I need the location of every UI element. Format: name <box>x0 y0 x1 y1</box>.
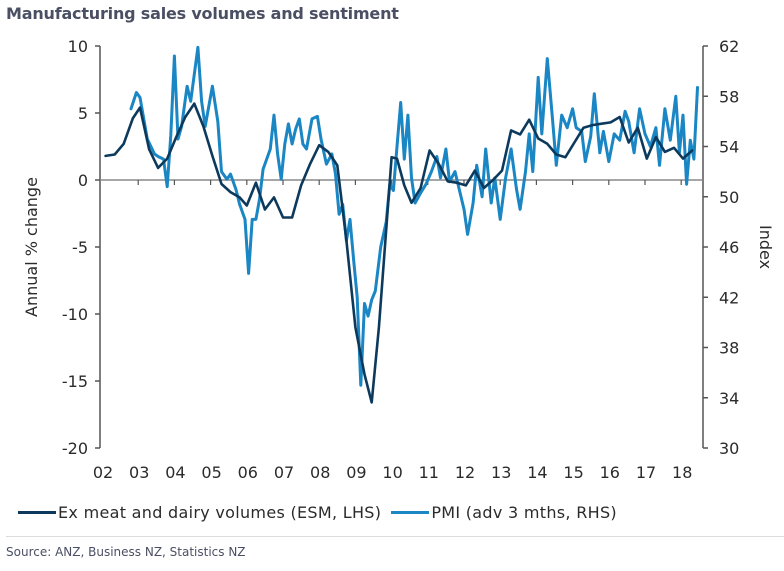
left-tick-label: 0 <box>78 171 88 190</box>
legend-item-pmi: PMI (adv 3 mths, RHS) <box>391 503 617 522</box>
right-tick-label: 46 <box>719 238 739 257</box>
x-tick-label: 14 <box>527 463 547 482</box>
divider <box>6 536 784 537</box>
legend: Ex meat and dairy volumes (ESM, LHS) PMI… <box>18 503 627 522</box>
x-tick-label: 16 <box>600 463 620 482</box>
right-tick-label: 50 <box>719 188 739 207</box>
x-axis: 02 03 04 05 06 07 08 09 10 11 12 13 14 15 16 17 18 <box>93 179 703 482</box>
right-axis: 62 58 54 50 46 42 38 34 30 <box>702 37 739 458</box>
legend-label-esm: Ex meat and dairy volumes (ESM, LHS) <box>58 503 382 522</box>
left-tick-label: -10 <box>62 305 88 324</box>
right-tick-label: 42 <box>719 288 739 307</box>
x-tick-label: 18 <box>672 463 692 482</box>
x-tick-label: 09 <box>346 463 366 482</box>
series-layer <box>104 45 699 404</box>
x-tick-label: 05 <box>201 463 221 482</box>
left-tick-label: -20 <box>62 439 88 458</box>
source-note: Source: ANZ, Business NZ, Statistics NZ <box>6 545 246 559</box>
left-tick-label: -5 <box>72 238 88 257</box>
x-tick-label: 07 <box>274 463 294 482</box>
legend-swatch-esm <box>18 511 56 514</box>
legend-label-pmi: PMI (adv 3 mths, RHS) <box>431 503 617 522</box>
x-tick-label: 03 <box>129 463 149 482</box>
left-axis: 10 5 0 -5 -10 -15 -20 <box>62 37 101 458</box>
legend-swatch-pmi <box>391 511 430 514</box>
right-tick-label: 62 <box>719 37 739 56</box>
x-tick-label: 02 <box>93 463 113 482</box>
right-tick-label: 34 <box>719 389 739 408</box>
y2-axis-title: Index <box>756 225 775 269</box>
chart-title: Manufacturing sales volumes and sentimen… <box>6 4 399 23</box>
y-axis-title: Annual % change <box>22 177 41 317</box>
x-tick-label: 13 <box>491 463 511 482</box>
left-tick-label: -15 <box>62 372 88 391</box>
x-tick-label: 12 <box>455 463 475 482</box>
series-line-pmi <box>129 45 699 387</box>
x-tick-label: 06 <box>238 463 258 482</box>
x-tick-label: 10 <box>382 463 402 482</box>
x-tick-label: 11 <box>419 463 439 482</box>
series-line-esm <box>104 102 694 404</box>
left-tick-label: 10 <box>68 37 88 56</box>
x-tick-label: 08 <box>310 463 330 482</box>
right-tick-label: 54 <box>719 138 739 157</box>
right-tick-label: 58 <box>719 87 739 106</box>
right-tick-label: 30 <box>719 439 739 458</box>
x-tick-label: 17 <box>636 463 656 482</box>
x-tick-label: 15 <box>563 463 583 482</box>
legend-item-esm: Ex meat and dairy volumes (ESM, LHS) <box>18 503 381 522</box>
left-tick-label: 5 <box>78 104 88 123</box>
right-tick-label: 38 <box>719 339 739 358</box>
x-tick-label: 04 <box>165 463 185 482</box>
